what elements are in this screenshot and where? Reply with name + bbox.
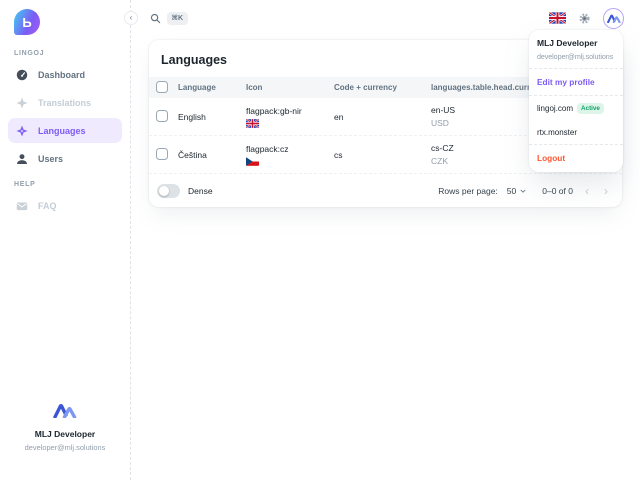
icon-name-cell: flagpack:gb-nir xyxy=(246,105,302,116)
account-dropdown-menu: MLJ Developer developer@mlj.solutions Ed… xyxy=(529,30,623,172)
topbar-actions xyxy=(549,7,624,29)
previous-page-button[interactable]: ‹ xyxy=(585,183,589,198)
dashboard-icon xyxy=(14,67,29,82)
sidebar-user-name: MLJ Developer xyxy=(34,429,96,439)
sidebar-item-label: FAQ xyxy=(38,200,57,211)
divider xyxy=(529,143,623,145)
sidebar-section-help: HELP xyxy=(14,181,36,188)
chevron-left-icon: ‹ xyxy=(129,13,133,22)
table-row[interactable]: Čeština flagpack:cz cs cs-CZ CZK xyxy=(149,136,622,174)
table-row[interactable]: English flagpack:gb-nir en en-US USD xyxy=(149,98,622,136)
table-header-row: Language Icon Code + currency languages.… xyxy=(149,77,622,98)
sidebar-item-faq[interactable]: FAQ xyxy=(8,193,122,218)
sidebar-item-dashboard[interactable]: Dashboard xyxy=(8,62,122,87)
sidebar-footer: MLJ Developer developer@mlj.solutions xyxy=(0,402,130,480)
sidebar-collapse-button[interactable]: ‹ xyxy=(124,11,138,25)
column-header-language: Language xyxy=(178,83,216,92)
avatar-m-logo-icon xyxy=(606,14,621,23)
column-header-currency: languages.table.head.currency xyxy=(431,83,549,92)
column-header-code: Code + currency xyxy=(334,83,397,92)
topbar: ⌘K xyxy=(132,0,640,36)
workspace-menu-item-lingoj[interactable]: lingoj.com Active xyxy=(529,96,623,121)
page-title: Languages xyxy=(161,53,227,67)
chevron-down-icon xyxy=(520,189,526,193)
account-email: developer@mlj.solutions xyxy=(537,51,614,61)
sidebar-section-main: LINGOJ xyxy=(14,50,45,57)
sidebar-item-label: Users xyxy=(38,153,64,164)
sidebar-item-translations[interactable]: Translations xyxy=(8,90,122,115)
sidebar-item-label: Translations xyxy=(38,97,92,108)
faq-mail-icon xyxy=(14,198,29,213)
logout-menu-item[interactable]: Logout xyxy=(537,152,566,163)
gear-icon xyxy=(579,12,590,24)
settings-button[interactable] xyxy=(578,12,591,25)
column-header-icon: Icon xyxy=(246,83,263,92)
currency-cell: USD xyxy=(431,118,449,128)
account-avatar[interactable] xyxy=(603,7,624,29)
code-cell: en xyxy=(334,111,344,122)
divider xyxy=(529,67,623,69)
currency-cell: CZK xyxy=(431,156,448,166)
locale-cell: cs-CZ xyxy=(431,143,454,153)
language-selector-button[interactable] xyxy=(549,12,566,24)
sidebar-user-email: developer@mlj.solutions xyxy=(24,443,106,452)
language-cell: Čeština xyxy=(178,149,207,160)
icon-name-cell: flagpack:cz xyxy=(246,143,289,154)
search-button[interactable]: ⌘K xyxy=(150,11,188,25)
rows-per-page-select[interactable]: 50 xyxy=(507,186,527,196)
next-page-button[interactable]: › xyxy=(604,183,608,198)
sidebar-help-nav: FAQ xyxy=(0,193,130,221)
sidebar: Ь LINGOJ Dashboard Translations Language… xyxy=(0,0,131,480)
edit-profile-menu-item[interactable]: Edit my profile xyxy=(537,76,595,87)
uk-flag-icon xyxy=(549,12,566,24)
rows-per-page-label: Rows per page: xyxy=(438,185,498,196)
lingoj-logo-icon[interactable]: Ь xyxy=(14,9,40,35)
active-badge: Active xyxy=(577,102,604,114)
search-icon xyxy=(150,13,161,23)
dense-toggle[interactable] xyxy=(157,183,180,198)
pagination-range: 0–0 of 0 xyxy=(542,185,573,196)
divider xyxy=(529,94,623,96)
sidebar-item-label: Dashboard xyxy=(38,69,86,80)
locale-cell: en-US xyxy=(431,105,456,115)
sidebar-item-label: Languages xyxy=(38,125,86,136)
search-shortcut-badge: ⌘K xyxy=(167,11,188,25)
sidebar-item-languages[interactable]: Languages xyxy=(8,118,122,143)
account-name: MLJ Developer xyxy=(537,38,598,48)
code-cell: cs xyxy=(334,149,343,160)
translations-icon xyxy=(14,95,29,110)
language-cell: English xyxy=(178,111,206,122)
table-footer: Dense Rows per page: 50 0–0 of 0 ‹ › xyxy=(149,174,622,207)
dense-toggle-label: Dense xyxy=(188,185,213,196)
languages-icon xyxy=(14,123,29,138)
mlj-logo-icon xyxy=(53,404,77,419)
sidebar-item-users[interactable]: Users xyxy=(8,146,122,171)
sidebar-nav: Dashboard Translations Languages Users xyxy=(0,62,130,174)
uk-flag-icon xyxy=(246,118,259,128)
account-dropdown-header: MLJ Developer developer@mlj.solutions xyxy=(529,37,623,68)
workspace-menu-item-rtx[interactable]: rtx.monster xyxy=(537,127,578,137)
users-icon xyxy=(14,151,29,166)
cz-flag-icon xyxy=(246,156,259,166)
select-all-checkbox[interactable] xyxy=(156,80,168,93)
row-checkbox[interactable] xyxy=(156,109,168,122)
row-checkbox[interactable] xyxy=(156,147,168,160)
